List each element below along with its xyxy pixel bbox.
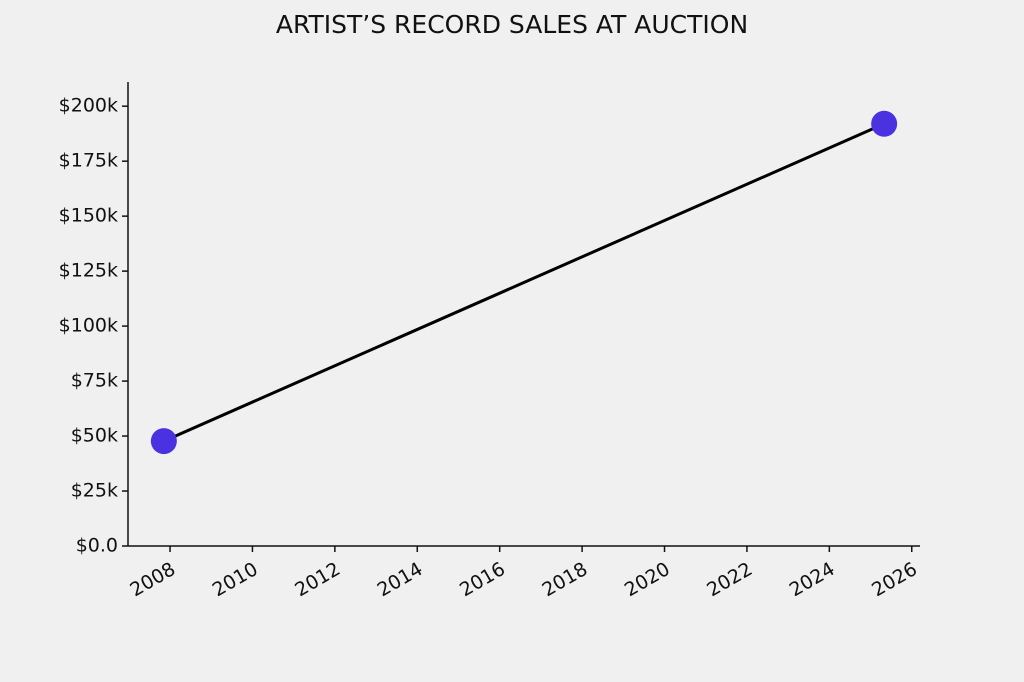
y-tick-label: $100k bbox=[59, 315, 118, 337]
y-tick-label: $25k bbox=[71, 480, 118, 502]
y-tick-label: $200k bbox=[59, 95, 118, 117]
y-tick-label: $125k bbox=[59, 260, 118, 282]
y-tick-label: $75k bbox=[71, 370, 118, 392]
chart-title: ARTIST’S RECORD SALES AT AUCTION bbox=[276, 10, 748, 39]
y-tick-label: $0.0 bbox=[76, 535, 118, 557]
y-tick-label: $50k bbox=[71, 425, 118, 447]
marker bbox=[871, 110, 898, 137]
marker bbox=[150, 428, 177, 455]
line bbox=[163, 122, 885, 443]
y-tick-label: $150k bbox=[59, 205, 118, 227]
y-tick-label: $175k bbox=[59, 150, 118, 172]
